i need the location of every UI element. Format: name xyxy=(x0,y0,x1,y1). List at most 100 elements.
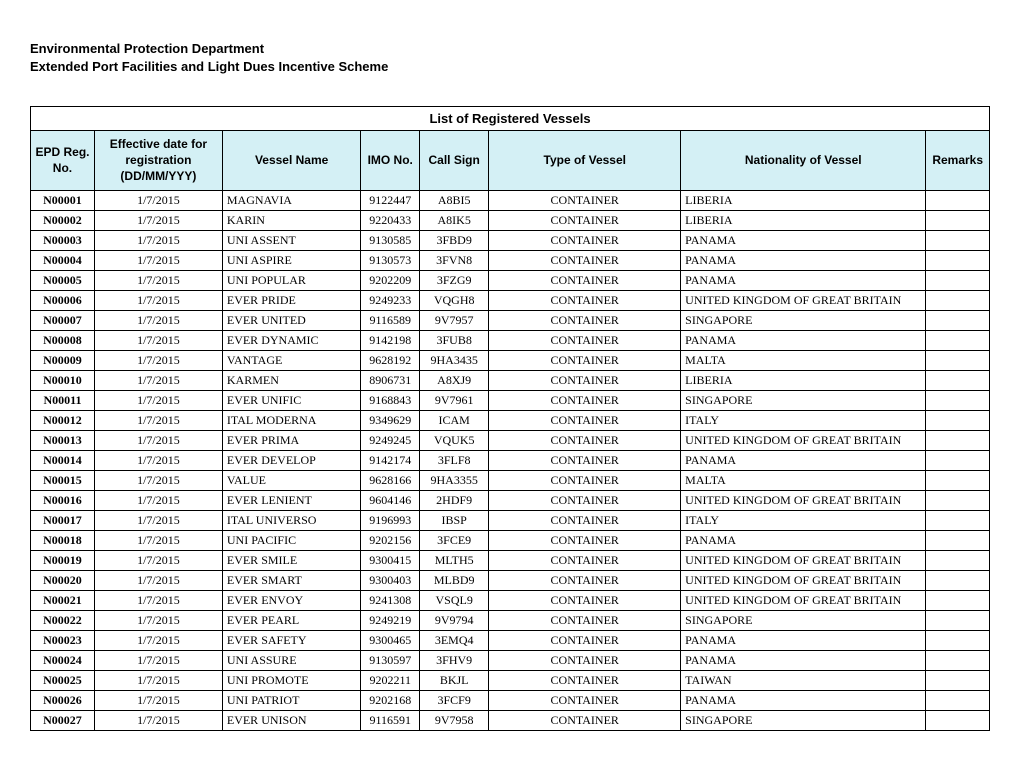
table-cell: LIBERIA xyxy=(681,371,926,391)
table-cell: N00027 xyxy=(31,711,95,731)
table-cell: CONTAINER xyxy=(489,411,681,431)
table-title: List of Registered Vessels xyxy=(31,107,990,131)
table-cell xyxy=(926,431,990,451)
table-cell: ICAM xyxy=(420,411,489,431)
table-cell xyxy=(926,351,990,371)
table-row: N000031/7/2015UNI ASSENT91305853FBD9CONT… xyxy=(31,231,990,251)
table-cell: CONTAINER xyxy=(489,271,681,291)
document-header: Environmental Protection Department Exte… xyxy=(30,40,990,76)
table-cell: 9122447 xyxy=(361,191,420,211)
table-cell: 9202209 xyxy=(361,271,420,291)
table-cell: 9HA3435 xyxy=(420,351,489,371)
table-row: N000241/7/2015UNI ASSURE91305973FHV9CONT… xyxy=(31,651,990,671)
table-cell: CONTAINER xyxy=(489,711,681,731)
table-cell: VQGH8 xyxy=(420,291,489,311)
table-cell: EVER PRIDE xyxy=(222,291,361,311)
table-cell: 9249219 xyxy=(361,611,420,631)
table-cell: 3FHV9 xyxy=(420,651,489,671)
table-cell: 9249245 xyxy=(361,431,420,451)
table-cell: N00021 xyxy=(31,591,95,611)
table-cell: 1/7/2015 xyxy=(94,491,222,511)
table-cell: 9130573 xyxy=(361,251,420,271)
table-cell: CONTAINER xyxy=(489,671,681,691)
table-cell: 9220433 xyxy=(361,211,420,231)
table-cell: LIBERIA xyxy=(681,191,926,211)
table-cell: N00022 xyxy=(31,611,95,631)
table-cell: UNI ASSENT xyxy=(222,231,361,251)
table-cell: N00025 xyxy=(31,671,95,691)
table-cell: PANAMA xyxy=(681,271,926,291)
table-row: N000151/7/2015VALUE96281669HA3355CONTAIN… xyxy=(31,471,990,491)
table-cell: N00023 xyxy=(31,631,95,651)
table-row: N000101/7/2015KARMEN8906731A8XJ9CONTAINE… xyxy=(31,371,990,391)
table-row: N000261/7/2015UNI PATRIOT92021683FCF9CON… xyxy=(31,691,990,711)
table-cell: 9249233 xyxy=(361,291,420,311)
table-cell: 9142198 xyxy=(361,331,420,351)
table-body: N000011/7/2015MAGNAVIA9122447A8BI5CONTAI… xyxy=(31,191,990,731)
table-cell: PANAMA xyxy=(681,531,926,551)
table-row: N000141/7/2015EVER DEVELOP91421743FLF8CO… xyxy=(31,451,990,471)
table-cell: EVER UNITED xyxy=(222,311,361,331)
table-cell: 9V7961 xyxy=(420,391,489,411)
table-cell: 9202211 xyxy=(361,671,420,691)
table-cell: LIBERIA xyxy=(681,211,926,231)
table-cell xyxy=(926,591,990,611)
table-cell: N00001 xyxy=(31,191,95,211)
table-row: N000211/7/2015EVER ENVOY9241308VSQL9CONT… xyxy=(31,591,990,611)
table-cell: 2HDF9 xyxy=(420,491,489,511)
table-cell: CONTAINER xyxy=(489,551,681,571)
table-cell: N00007 xyxy=(31,311,95,331)
table-cell: UNI PROMOTE xyxy=(222,671,361,691)
table-cell: EVER PEARL xyxy=(222,611,361,631)
table-cell: CONTAINER xyxy=(489,691,681,711)
table-cell: UNITED KINGDOM OF GREAT BRITAIN xyxy=(681,551,926,571)
table-row: N000111/7/2015EVER UNIFIC91688439V7961CO… xyxy=(31,391,990,411)
table-cell: 9V7958 xyxy=(420,711,489,731)
table-row: N000181/7/2015UNI PACIFIC92021563FCE9CON… xyxy=(31,531,990,551)
table-cell: N00009 xyxy=(31,351,95,371)
table-cell xyxy=(926,531,990,551)
table-cell xyxy=(926,311,990,331)
table-cell xyxy=(926,511,990,531)
table-cell: CONTAINER xyxy=(489,471,681,491)
table-cell xyxy=(926,671,990,691)
header-line-2: Extended Port Facilities and Light Dues … xyxy=(30,58,990,76)
table-row: N000251/7/2015UNI PROMOTE9202211BKJLCONT… xyxy=(31,671,990,691)
table-cell: CONTAINER xyxy=(489,431,681,451)
table-cell: BKJL xyxy=(420,671,489,691)
table-cell: N00008 xyxy=(31,331,95,351)
table-cell: CONTAINER xyxy=(489,311,681,331)
table-cell xyxy=(926,611,990,631)
table-row: N000201/7/2015EVER SMART9300403MLBD9CONT… xyxy=(31,571,990,591)
table-cell: 9241308 xyxy=(361,591,420,611)
table-cell: 3FUB8 xyxy=(420,331,489,351)
table-cell: MALTA xyxy=(681,471,926,491)
table-cell: MLBD9 xyxy=(420,571,489,591)
table-cell: 3FBD9 xyxy=(420,231,489,251)
col-header-nat: Nationality of Vessel xyxy=(681,131,926,191)
table-cell: 9130585 xyxy=(361,231,420,251)
table-cell: VANTAGE xyxy=(222,351,361,371)
table-cell: 1/7/2015 xyxy=(94,311,222,331)
table-cell: CONTAINER xyxy=(489,211,681,231)
table-cell: 9628192 xyxy=(361,351,420,371)
table-cell xyxy=(926,371,990,391)
table-cell xyxy=(926,391,990,411)
table-cell: N00010 xyxy=(31,371,95,391)
table-cell: EVER PRIMA xyxy=(222,431,361,451)
table-cell xyxy=(926,551,990,571)
table-cell: EVER UNIFIC xyxy=(222,391,361,411)
col-header-date: Effective date for registration (DD/MM/Y… xyxy=(94,131,222,191)
col-header-reg: EPD Reg. No. xyxy=(31,131,95,191)
table-cell: 1/7/2015 xyxy=(94,711,222,731)
table-cell: IBSP xyxy=(420,511,489,531)
table-cell xyxy=(926,231,990,251)
table-cell: TAIWAN xyxy=(681,671,926,691)
table-cell: N00002 xyxy=(31,211,95,231)
table-cell: N00017 xyxy=(31,511,95,531)
table-cell: UNITED KINGDOM OF GREAT BRITAIN xyxy=(681,431,926,451)
table-cell: N00006 xyxy=(31,291,95,311)
table-cell: CONTAINER xyxy=(489,251,681,271)
table-cell xyxy=(926,631,990,651)
table-cell xyxy=(926,271,990,291)
